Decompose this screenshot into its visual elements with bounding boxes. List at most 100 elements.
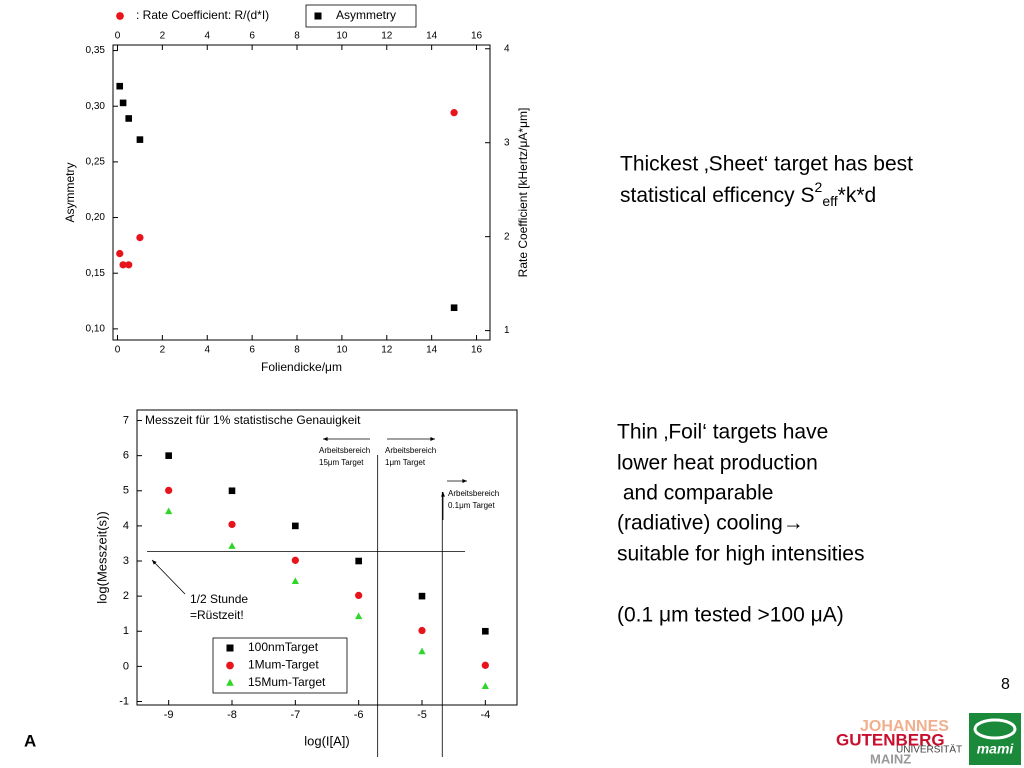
marker-square	[226, 644, 234, 652]
x-top-tick-label: 10	[336, 31, 348, 42]
logo-shape	[973, 718, 1017, 740]
text-line: lower heat production	[617, 452, 818, 475]
x-tick-label: -6	[354, 709, 364, 721]
marker-circle	[226, 661, 234, 670]
arrow-head	[323, 437, 328, 441]
x-tick-label: 6	[249, 345, 255, 356]
marker-triangle	[165, 507, 173, 515]
x-top-tick-label: 2	[160, 31, 166, 42]
y2-tick-label: 4	[504, 43, 510, 54]
x-tick-label: -9	[164, 709, 174, 721]
logo-text: mami	[977, 741, 1015, 757]
x-tick-label: -5	[417, 709, 427, 721]
legend-label: 15Mum-Target	[248, 675, 326, 689]
logo-text: UNIVERSITÄT	[896, 744, 962, 756]
text-block-2: Thin ‚Foil‘ targets have lower heat prod…	[617, 421, 864, 627]
x-tick-label: 14	[426, 345, 438, 356]
text-line: (0.1 μm tested >100 μA)	[617, 604, 844, 627]
marker-square	[314, 12, 322, 20]
y-tick-label: 2	[123, 590, 129, 602]
arrow-head	[462, 479, 467, 483]
y-tick-label: 0,15	[86, 268, 106, 279]
annotation: Arbeitsbereich	[385, 446, 436, 455]
marker-circle	[136, 233, 144, 242]
x-top-tick-label: 12	[381, 31, 393, 42]
marker-square	[418, 592, 426, 600]
x-axis-label: Foliendicke/μm	[261, 360, 342, 374]
arrow-head	[430, 437, 435, 441]
annotation-arrow	[151, 559, 186, 595]
marker-triangle	[418, 647, 426, 655]
annotation: 1μm Target	[385, 458, 426, 467]
text-part: *k*d	[838, 184, 877, 207]
annotation: 1/2 Stunde	[190, 592, 248, 606]
x-tick-label: 4	[204, 345, 210, 356]
x-top-tick-label: 16	[471, 31, 483, 42]
marker-square	[165, 452, 172, 459]
y-tick-label: 7	[123, 414, 129, 426]
logo-text: GUTENBERG	[836, 730, 945, 749]
y-tick-label: 4	[123, 520, 129, 532]
x-top-tick-label: 0	[115, 31, 121, 42]
y-tick-label: 5	[123, 485, 129, 497]
university-logo: JOHANNES GUTENBERG UNIVERSITÄT MAINZ	[836, 718, 962, 766]
text-part: statistical efficency S	[620, 184, 815, 207]
marker-circle	[450, 109, 458, 117]
marker-circle	[119, 261, 127, 269]
plot-frame	[112, 44, 491, 341]
x-tick-label: 8	[294, 345, 300, 356]
marker-circle	[165, 486, 173, 495]
marker-circle	[116, 249, 124, 258]
plot-frame	[136, 409, 518, 706]
x-top-tick-label: 8	[294, 31, 300, 42]
text-line: Thin ‚Foil‘ targets have	[617, 421, 828, 444]
annotation: 0.1μm Target	[448, 501, 495, 510]
marker-triangle	[228, 542, 236, 549]
marker-square	[125, 115, 133, 122]
x-top-tick-label: 6	[249, 31, 255, 42]
chart-title: Messzeit für 1% statistische Genauigkeit	[145, 413, 361, 427]
marker-square	[136, 136, 144, 143]
legend-label: 1Mum-Target	[248, 658, 319, 672]
marker-square	[450, 304, 458, 312]
legend-label: Asymmetry	[336, 8, 396, 22]
y-tick-label: 0,35	[86, 45, 106, 56]
text-line: and comparable	[617, 482, 773, 505]
x-axis-label: log(I[A])	[304, 733, 350, 748]
marker-square	[228, 487, 236, 495]
y-tick-label: 1	[123, 625, 129, 637]
marker-circle	[228, 520, 236, 529]
marker-triangle	[226, 678, 234, 686]
marker-triangle	[355, 612, 363, 620]
y2-tick-label: 1	[504, 325, 510, 336]
x-tick-label: 16	[471, 345, 483, 356]
page-number: 8	[1001, 676, 1010, 693]
y-tick-label: -1	[119, 695, 129, 707]
marker-square	[116, 82, 124, 90]
marker-square	[482, 627, 489, 635]
marker-circle	[291, 556, 299, 564]
y-tick-label: 0,30	[86, 101, 106, 112]
logo-text: JOHANNES	[860, 718, 949, 735]
x-top-tick-label: 14	[426, 31, 438, 42]
logo-text: MAINZ	[870, 751, 911, 766]
legend-box	[305, 4, 417, 28]
x-tick-label: 12	[381, 345, 393, 356]
y-tick-label: 0	[123, 660, 129, 672]
y2-axis-label: Rate Coefficient [kHertz/μA*μm]	[516, 108, 530, 278]
legend-label: : Rate Coefficient: R/(d*I)	[136, 8, 269, 22]
marker-circle	[418, 626, 426, 635]
marker-triangle	[291, 577, 299, 585]
marker-circle	[355, 591, 363, 600]
y-axis-label: log(Messzeit(s))	[94, 511, 109, 603]
text-line: Thickest ‚Sheet‘ target has best	[620, 153, 913, 176]
text-line: (radiative) cooling→	[617, 512, 804, 535]
y-tick-label: 0,20	[86, 212, 106, 223]
corner-letter: A	[24, 731, 36, 750]
x-tick-label: 0	[115, 345, 121, 356]
text-block-1: Thickest ‚Sheet‘ target has best statist…	[620, 153, 913, 209]
x-tick-label: -7	[290, 709, 300, 721]
subscript: eff	[822, 193, 837, 209]
y2-tick-label: 2	[504, 231, 510, 242]
